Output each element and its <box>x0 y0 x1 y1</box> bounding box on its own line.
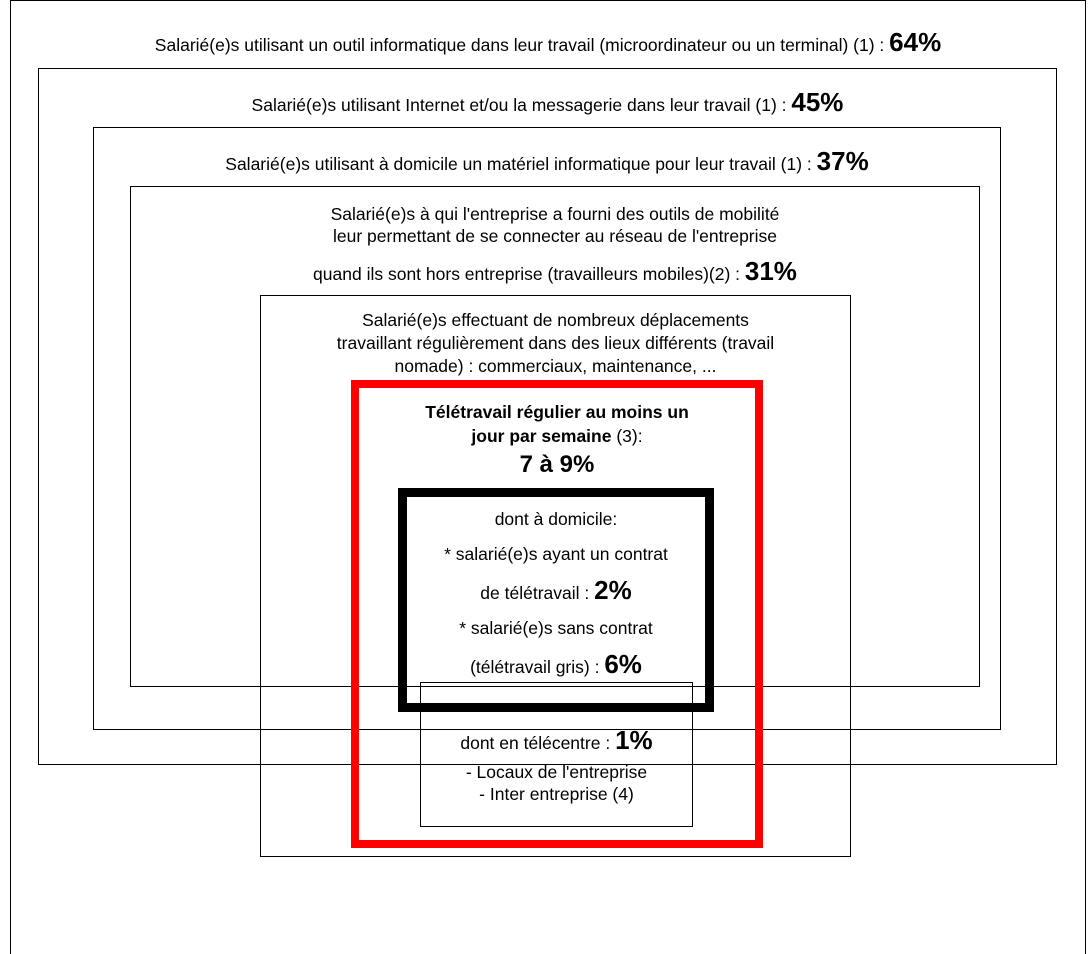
level4-line2: leur permettant de se connecter au résea… <box>332 226 778 246</box>
home-item1-percent: 2% <box>594 575 632 605</box>
telecentre-line3: - Inter entreprise (4) <box>479 784 634 804</box>
box-telecentre: dont en télécentre : 1% - Locaux de l'en… <box>420 682 693 827</box>
level1-percent: 64% <box>889 27 942 57</box>
home-item1-line1: * salarié(e)s ayant un contrat <box>444 544 668 564</box>
home-item2-line2: (télétravail gris) : 6% <box>407 651 705 678</box>
level3-percent: 37% <box>816 146 869 176</box>
outer-frame: Salarié(e)s utilisant un outil informati… <box>10 0 1086 954</box>
level1-text: Salarié(e)s utilisant un outil informati… <box>154 35 890 55</box>
home-item1-line2: de télétravail : 2% <box>407 577 705 604</box>
telework-percent-row: 7 à 9% <box>359 451 755 478</box>
box-mobile-workers: Salarié(e)s à qui l'entreprise a fourni … <box>130 186 980 687</box>
telework-line2-bold: jour par semaine <box>471 426 612 446</box>
level1-label: Salarié(e)s utilisant un outil informati… <box>11 29 1085 56</box>
level5-line1: Salarié(e)s effectuant de nombreux dépla… <box>362 310 749 330</box>
level2-label: Salarié(e)s utilisant Internet et/ou la … <box>39 89 1056 116</box>
home-item2-text: (télétravail gris) : <box>470 657 605 677</box>
telecentre-percent: 1% <box>615 725 653 755</box>
telecentre-line1: dont en télécentre : 1% <box>421 727 692 754</box>
level2-percent: 45% <box>791 87 844 117</box>
level4-line3: quand ils sont hors entreprise (travaill… <box>131 258 979 285</box>
telecentre-line2: - Locaux de l'entreprise <box>465 762 648 782</box>
telework-percent: 7 à 9% <box>519 451 595 478</box>
level2-text: Salarié(e)s utilisant Internet et/ou la … <box>251 95 792 115</box>
box-home-equipment: Salarié(e)s utilisant à domicile un maté… <box>93 127 1001 730</box>
home-title: dont à domicile: <box>494 509 618 529</box>
level3-text: Salarié(e)s utilisant à domicile un maté… <box>225 154 817 174</box>
level5-line3: nomade) : commerciaux, maintenance, ... <box>394 356 717 376</box>
box-nomadic-work: Salarié(e)s effectuant de nombreux dépla… <box>260 295 851 857</box>
telework-line2-rest: (3): <box>611 426 643 446</box>
home-item2-line1: * salarié(e)s sans contrat <box>459 618 653 638</box>
telecentre-text: dont en télécentre : <box>460 733 616 753</box>
box-regular-telework: Télétravail régulier au moins un jour pa… <box>351 380 763 848</box>
level4-percent: 31% <box>744 256 797 286</box>
telework-line1: Télétravail régulier au moins un <box>425 402 689 422</box>
box-internet-messaging: Salarié(e)s utilisant Internet et/ou la … <box>38 68 1057 765</box>
home-item2-percent: 6% <box>604 649 642 679</box>
level5-line2: travaillant régulièrement dans des lieux… <box>336 333 775 353</box>
telework-line2: jour par semaine (3): <box>359 425 755 447</box>
home-item1-text: de télétravail : <box>480 583 595 603</box>
box-at-home: dont à domicile: * salarié(e)s ayant un … <box>398 488 714 712</box>
level4-text: quand ils sont hors entreprise (travaill… <box>313 264 745 284</box>
level3-label: Salarié(e)s utilisant à domicile un maté… <box>94 148 1000 175</box>
level4-line1: Salarié(e)s à qui l'entreprise a fourni … <box>330 204 780 224</box>
